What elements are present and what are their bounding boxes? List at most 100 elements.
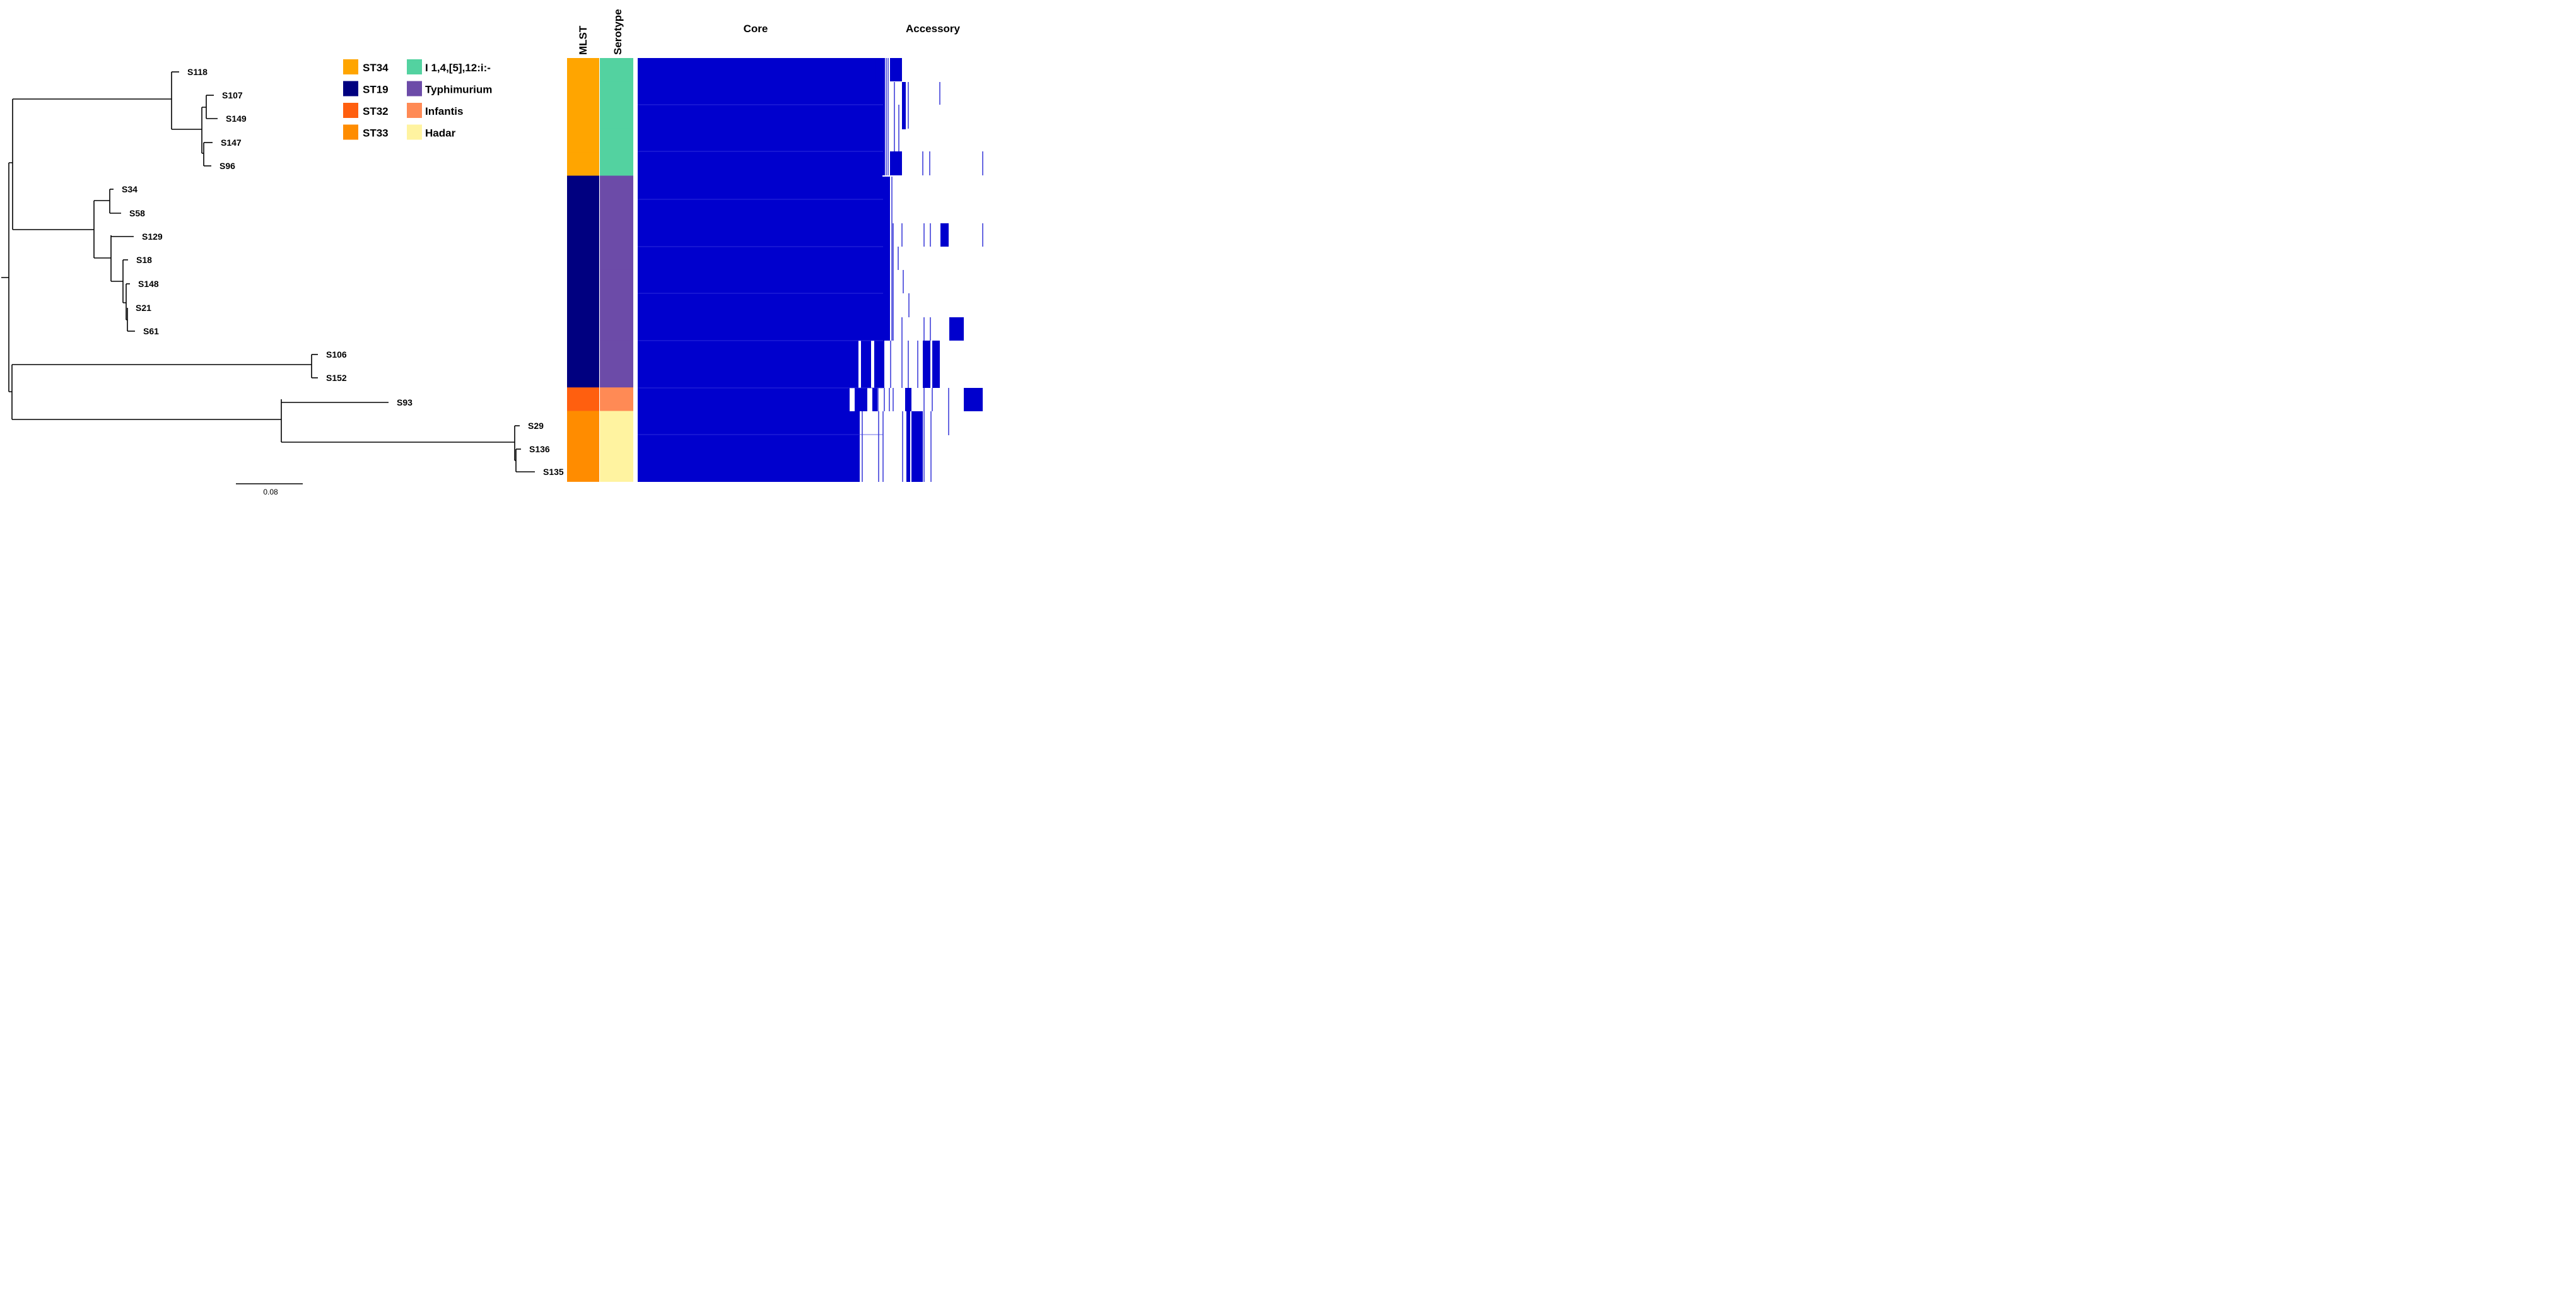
- tip-label-s136: S136: [529, 444, 550, 454]
- mlst-column-header: MLST: [577, 25, 589, 55]
- tip-label-s29: S29: [528, 421, 544, 431]
- tip-label-s152: S152: [326, 373, 347, 383]
- legend-label-serotype-1: Typhimurium: [425, 84, 492, 96]
- legend-swatch-serotype-2: [407, 103, 422, 118]
- core-block-s106-ext: [874, 341, 884, 388]
- tip-label-s106: S106: [326, 349, 347, 360]
- tip-label-s96: S96: [220, 161, 235, 171]
- clade-s106-branch: [9, 354, 312, 419]
- mlst-cell-s18: [567, 246, 599, 271]
- tip-label-s148: S148: [138, 279, 159, 289]
- legend-label-mlst-3: ST33: [363, 127, 389, 139]
- metadata-columns: [567, 58, 633, 482]
- tip-label-s21: S21: [136, 303, 151, 313]
- mlst-cell-s93: [567, 387, 599, 411]
- legend-swatch-serotype-3: [407, 124, 422, 140]
- tip-label-s18: S18: [136, 255, 152, 265]
- mlst-cell-s118: [567, 58, 599, 82]
- legend-label-serotype-3: Hadar: [425, 127, 456, 139]
- serotype-cell-s147: [600, 128, 633, 153]
- clade-st34-inner: [172, 95, 207, 166]
- legend-swatch-serotype-1: [407, 81, 422, 97]
- accessory-block-st34: [890, 58, 902, 81]
- serotype-cell-s93: [600, 387, 633, 411]
- serotype-cell-s136: [600, 434, 633, 459]
- mlst-cell-s149: [567, 105, 599, 129]
- tip-label-s58: S58: [129, 208, 145, 218]
- core-block-middle: [638, 341, 858, 388]
- serotype-cell-s107: [600, 81, 633, 106]
- accessory-block-hadar-b: [906, 411, 910, 482]
- mlst-cell-s34: [567, 175, 599, 200]
- accessory-block-st34-d: [902, 82, 906, 129]
- serotype-cell-s21: [600, 293, 633, 317]
- accessory-block-st19-a: [940, 223, 949, 247]
- serotype-cell-s61: [600, 317, 633, 341]
- serotype-cell-s58: [600, 199, 633, 223]
- serotype-column-header: Serotype: [612, 9, 624, 55]
- serotype-cell-s152: [600, 363, 633, 388]
- phylogenetic-tree: S118 S107 S149 S147 S96 S34 S58 S129 S18 S148 S21 S…: [1, 67, 564, 477]
- gene-presence-heatmap: [638, 58, 983, 482]
- tree-root: [1, 163, 9, 392]
- core-block-st19-ext: [882, 177, 890, 341]
- serotype-cell-s18: [600, 246, 633, 271]
- mlst-cell-s152: [567, 363, 599, 388]
- serotype-cell-s148: [600, 269, 633, 294]
- heatmap-gene-lines: [855, 58, 983, 482]
- tip-label-s34: S34: [122, 184, 138, 194]
- legend-swatch-mlst-0: [343, 59, 358, 74]
- clade-outgroup-branch: [12, 399, 517, 472]
- core-block-hadar: [638, 411, 860, 482]
- legend-label-mlst-1: ST19: [363, 84, 389, 96]
- phylogeny-figure: S118 S107 S149 S147 S96 S34 S58 S129 S18 S148 S21 S…: [1, 9, 983, 496]
- legend-label-serotype-0: I 1,4,[5],12:i:-: [425, 62, 491, 74]
- core-block-s93-tail: [855, 388, 867, 411]
- serotype-cell-s118: [600, 58, 633, 82]
- serotype-cell-s149: [600, 105, 633, 129]
- clade-st34-branch: [9, 72, 172, 230]
- tip-label-s135: S135: [543, 467, 564, 477]
- accessory-block-s106-b: [932, 341, 940, 388]
- legend-swatch-mlst-1: [343, 81, 358, 97]
- mlst-cell-s135: [567, 458, 599, 482]
- serotype-cell-s106: [600, 340, 633, 365]
- serotype-cell-s135: [600, 458, 633, 482]
- mlst-cell-s147: [567, 128, 599, 153]
- accessory-block-s93-a: [964, 388, 983, 411]
- core-block-lower: [638, 388, 850, 411]
- serotype-cell-s129: [600, 223, 633, 247]
- scale-bar-label: 0.08: [263, 488, 278, 496]
- mlst-cell-s96: [567, 152, 599, 176]
- mlst-cell-s29: [567, 411, 599, 435]
- mlst-cell-s136: [567, 434, 599, 459]
- legend-swatch-mlst-2: [343, 103, 358, 118]
- mlst-cell-s106: [567, 340, 599, 365]
- tip-label-s107: S107: [222, 90, 243, 100]
- tip-label-s93: S93: [397, 397, 413, 407]
- serotype-cell-s34: [600, 175, 633, 200]
- core-column-header: Core: [744, 23, 768, 35]
- legend-label-mlst-2: ST32: [363, 105, 389, 117]
- accessory-block-hadar-a: [911, 411, 923, 482]
- core-block-s93-ext: [872, 388, 877, 411]
- tip-label-s61: S61: [143, 326, 159, 336]
- tip-label-s147: S147: [221, 138, 242, 148]
- clade-st19-inner: [94, 235, 128, 331]
- mlst-cell-s107: [567, 81, 599, 106]
- mlst-cell-s148: [567, 269, 599, 294]
- accessory-block-s93-b: [905, 388, 911, 411]
- mlst-cell-s58: [567, 199, 599, 223]
- mlst-cell-s21: [567, 293, 599, 317]
- legend-label-serotype-2: Infantis: [425, 105, 463, 117]
- heatmap-row-gaps: [638, 104, 883, 435]
- legend-label-mlst-0: ST34: [363, 62, 389, 74]
- accessory-block-st34-b: [882, 58, 885, 175]
- mlst-cell-s61: [567, 317, 599, 341]
- legend-swatch-mlst-3: [343, 124, 358, 140]
- tip-label-s118: S118: [187, 67, 208, 77]
- tip-label-s129: S129: [142, 231, 163, 242]
- scale-bar: 0.08: [236, 483, 303, 496]
- core-block-s106-tail: [861, 341, 871, 388]
- accessory-column-header: Accessory: [906, 23, 961, 35]
